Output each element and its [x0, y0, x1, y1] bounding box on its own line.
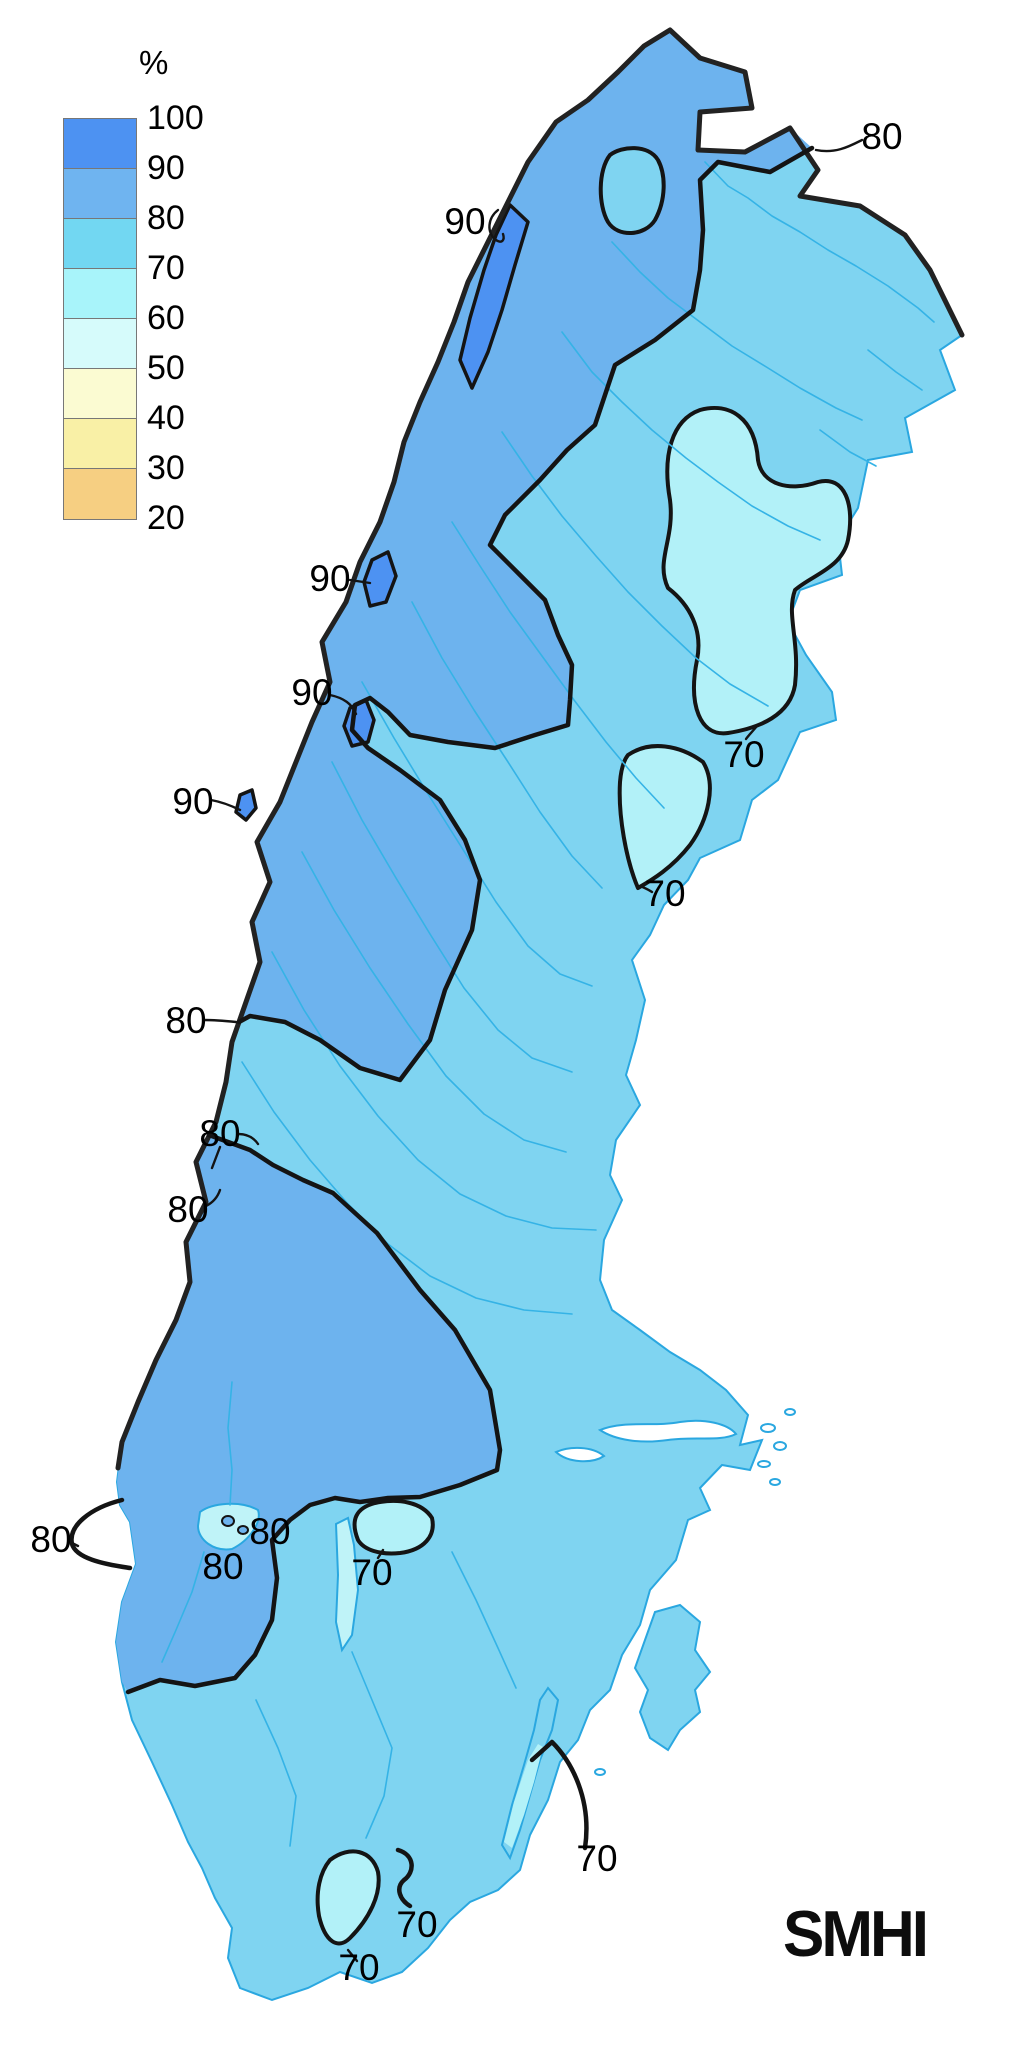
contour-label-90: 90	[291, 672, 332, 713]
legend-tick-70: 70	[147, 249, 185, 287]
contour-80-main	[236, 145, 815, 1083]
region-60-70-northeast	[661, 406, 853, 736]
contour-label-80: 80	[861, 116, 902, 157]
contour-label-80: 80	[165, 1000, 206, 1041]
contour-label-80: 80	[202, 1546, 243, 1587]
legend-tick-90: 90	[147, 149, 185, 187]
region-80-90-north	[239, 30, 812, 1080]
legend-swatch-40-50	[64, 369, 136, 419]
legend-tick-30: 30	[147, 449, 185, 487]
label-leaders	[68, 138, 864, 1963]
legend-tick-50: 50	[147, 349, 185, 387]
region-60-70-coastal	[617, 744, 712, 890]
legend-swatch-70-80	[64, 219, 136, 269]
contour-80-sea-loop	[69, 1497, 133, 1571]
contour-70-south-squiggle	[395, 1847, 414, 1909]
region-60-70-oland-south	[504, 1744, 543, 1848]
legend-tick-40: 40	[147, 399, 185, 437]
legend-tick-100: 100	[147, 99, 204, 137]
legend-swatch-60-70	[64, 269, 136, 319]
legend-tick-80: 80	[147, 199, 185, 237]
vanern-island-b	[237, 1525, 249, 1535]
contour-label-80: 80	[199, 1113, 240, 1154]
national-border	[115, 27, 965, 1471]
contour-label-70: 70	[576, 1838, 617, 1879]
region-60-70-southcoast	[315, 1849, 381, 1946]
contour-label-80: 80	[30, 1519, 71, 1560]
legend-unit-label: %	[139, 44, 169, 81]
contour-label-70: 70	[644, 873, 685, 914]
lake-vattern	[334, 1516, 360, 1653]
stockholm-archipelago	[594, 1408, 796, 1776]
smhi-logo: SMHI	[783, 1898, 929, 1971]
contour-label-80: 80	[167, 1189, 208, 1230]
region-60-70-vattern-east	[352, 1499, 435, 1556]
contour-label-70: 70	[338, 1947, 379, 1988]
contour-70-oland	[529, 1739, 589, 1851]
legend-tick-60: 60	[147, 299, 185, 337]
legend-swatch-50-60	[64, 319, 136, 369]
legend-tick-20: 20	[147, 499, 185, 537]
legend-swatch-30-40	[64, 419, 136, 469]
contour-label-80: 80	[249, 1511, 290, 1552]
legend-swatch-80-90	[64, 169, 136, 219]
region-90-100-patch-c	[234, 788, 258, 822]
contour-label-70: 70	[351, 1552, 392, 1593]
vanern-island-a	[221, 1515, 235, 1527]
contour-label-70: 70	[396, 1904, 437, 1945]
contour-label-90: 90	[444, 201, 485, 242]
legend-swatch-90-100	[64, 119, 136, 169]
contour-label-90: 90	[172, 781, 213, 822]
island-gotland	[633, 1603, 712, 1752]
region-70-80-enclave	[598, 146, 666, 236]
lake-hjalmaren	[554, 1446, 606, 1463]
contour-label-70: 70	[723, 734, 764, 775]
region-80-90-southwest	[116, 1135, 500, 1692]
lake-malaren	[597, 1419, 738, 1443]
legend-swatch-20-30	[64, 469, 136, 519]
contour-label-90: 90	[309, 558, 350, 599]
region-90-100-north-strip	[458, 203, 530, 390]
contour-80-southwest	[125, 1132, 503, 1695]
legend-color-scale	[63, 118, 137, 520]
